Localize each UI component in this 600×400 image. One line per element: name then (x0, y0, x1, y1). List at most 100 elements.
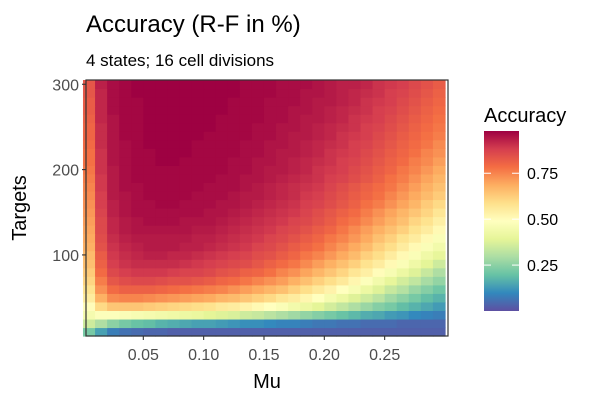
heatmap-cell (131, 318, 144, 329)
heatmap-cell (95, 173, 108, 183)
heatmap-cell (288, 97, 301, 107)
heatmap-cell (420, 250, 434, 260)
heatmap-cell (432, 165, 446, 175)
legend-ticks: 0.25 0.50 0.75 (484, 166, 558, 275)
heatmap-cell (396, 199, 410, 209)
heatmap-cell (336, 208, 350, 218)
heatmap-cell (107, 310, 120, 320)
heatmap-cell (179, 276, 193, 286)
heatmap-cell (227, 318, 241, 329)
heatmap-cell (396, 318, 410, 329)
heatmap-cell (143, 122, 156, 132)
heatmap-cell (167, 156, 181, 166)
heatmap-cell (336, 131, 350, 141)
heatmap-cell (95, 216, 108, 226)
heatmap-cell (203, 284, 217, 294)
heatmap-cell (372, 156, 386, 166)
heatmap-cell (432, 190, 446, 201)
heatmap-cell (95, 122, 108, 132)
heatmap-cell (251, 318, 265, 329)
heatmap-cell (179, 131, 193, 141)
heatmap-cell (119, 293, 132, 303)
heatmap-cell (276, 233, 289, 243)
heatmap-cell (203, 139, 217, 149)
heatmap-cell (82, 131, 96, 141)
heatmap-cell (384, 267, 398, 277)
heatmap-cell (300, 105, 313, 115)
heatmap-cell (155, 88, 169, 98)
heatmap-cell (420, 284, 434, 294)
heatmap-cell (131, 208, 144, 218)
heatmap-cell (82, 259, 96, 269)
heatmap-cell (203, 293, 217, 303)
heatmap-cell (82, 156, 96, 166)
heatmap-cell (324, 216, 337, 226)
heatmap-cell (203, 216, 217, 226)
heatmap-cell (263, 173, 277, 183)
heatmap-cell (288, 199, 301, 209)
heatmap-cell (251, 80, 265, 90)
heatmap-cell (239, 242, 253, 252)
heatmap-cell (143, 199, 156, 209)
heatmap-cell (215, 199, 229, 209)
heatmap-cell (215, 208, 229, 218)
heatmap-cell (420, 148, 434, 158)
heatmap-cell (119, 284, 132, 294)
heatmap-cell (360, 156, 374, 166)
heatmap-cell (372, 225, 386, 235)
heatmap-cell (239, 259, 253, 269)
heatmap-cell (119, 267, 132, 277)
heatmap-cell (372, 216, 386, 226)
heatmap-cell (348, 276, 362, 286)
heatmap-cell (251, 114, 265, 124)
heatmap-cell (432, 310, 446, 320)
heatmap-cell (263, 199, 277, 209)
heatmap-cell (191, 80, 205, 90)
heatmap-cell (239, 250, 253, 260)
heatmap-cell (251, 310, 265, 320)
heatmap-cell (384, 293, 398, 303)
heatmap-cell (336, 148, 350, 158)
heatmap-cell (239, 97, 253, 107)
x-tick-label: 0.25 (369, 347, 400, 364)
heatmap-cell (396, 250, 410, 260)
heatmap-cell (420, 242, 434, 252)
heatmap-cell (143, 250, 156, 260)
heatmap-cell (107, 88, 120, 98)
heatmap-cell (191, 242, 205, 252)
heatmap-cell (191, 114, 205, 124)
heatmap-cell (312, 259, 325, 269)
heatmap-cell (396, 233, 410, 243)
heatmap-cell (384, 97, 398, 107)
heatmap-cell (372, 242, 386, 252)
heatmap-cell (239, 276, 253, 286)
heatmap-cell (143, 301, 156, 311)
heatmap-cell (384, 310, 398, 320)
heatmap-cell (288, 250, 301, 260)
heatmap-cell (143, 276, 156, 286)
heatmap-cell (95, 131, 108, 141)
heatmap-cell (408, 301, 422, 311)
heatmap-cell (432, 182, 446, 192)
heatmap-cell (251, 216, 265, 226)
heatmap-cell (384, 165, 398, 175)
heatmap-cell (131, 131, 144, 141)
heatmap-cell (336, 139, 350, 149)
heatmap-cell (384, 259, 398, 269)
heatmap-cell (131, 216, 144, 226)
heatmap-cell (227, 148, 241, 158)
heatmap-cell (420, 80, 434, 90)
heatmap-cell (348, 199, 362, 209)
heatmap-cell (239, 80, 253, 90)
heatmap-cell (119, 114, 132, 124)
heatmap-cell (360, 80, 374, 90)
heatmap-cell (324, 156, 337, 166)
heatmap-cell (239, 216, 253, 226)
heatmap-cell (95, 301, 108, 311)
heatmap-cell (203, 173, 217, 183)
heatmap-cell (251, 250, 265, 260)
heatmap-cell (396, 259, 410, 269)
heatmap-cell (408, 225, 422, 235)
heatmap-cell (420, 259, 434, 269)
heatmap-cell (420, 182, 434, 192)
